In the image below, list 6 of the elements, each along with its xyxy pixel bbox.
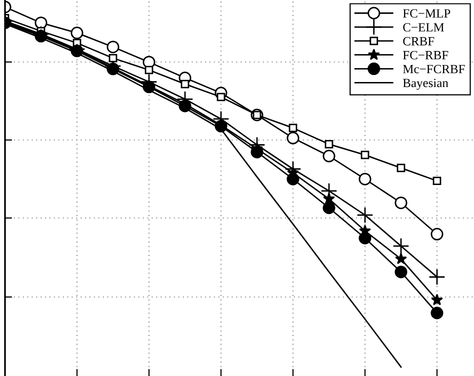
legend-label: FC−RBF bbox=[402, 50, 448, 60]
legend-label: FC−MLP bbox=[402, 9, 450, 18]
legend-label: Bayesian bbox=[402, 78, 448, 90]
legend-label: CRBF bbox=[403, 37, 434, 46]
legend-label: Mc−FCRBF bbox=[402, 64, 465, 74]
legend-label: C−ELM bbox=[403, 23, 444, 32]
